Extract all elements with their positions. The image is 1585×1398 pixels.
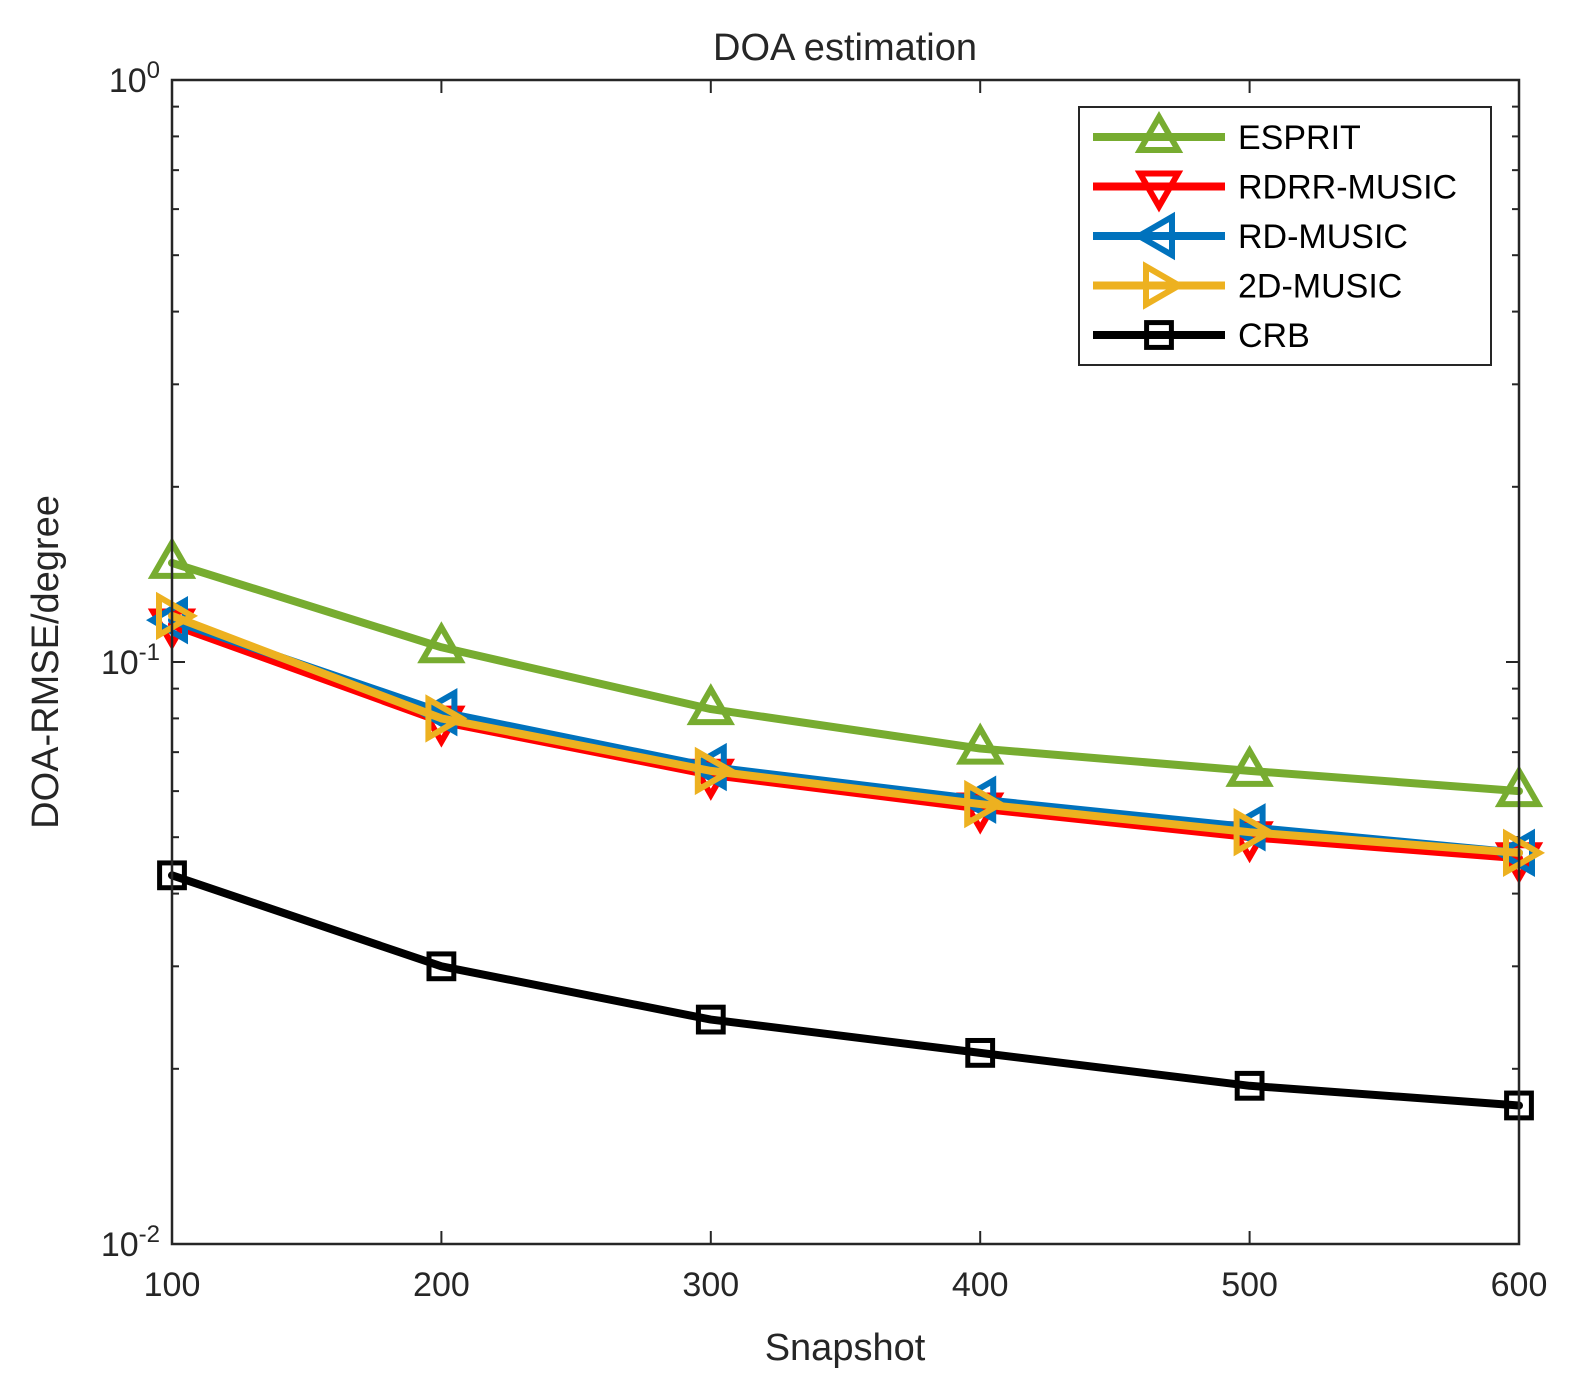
data-point <box>1225 744 1274 787</box>
series-esprit <box>147 536 1544 808</box>
series-line <box>168 558 1523 796</box>
data-point <box>686 683 735 726</box>
data-point <box>695 1004 726 1035</box>
y-tick-label: 10-2 <box>101 1221 160 1264</box>
legend-item-rd-music: RD-MUSIC <box>1093 211 1408 261</box>
x-tick-label: 100 <box>144 1266 201 1304</box>
data-point <box>965 1037 996 1068</box>
data-point <box>1503 828 1546 878</box>
tick-labels: 100 200 300 400 500 600 10-2 10-1 100 <box>101 57 1548 1304</box>
data-point <box>426 951 457 982</box>
series-layer <box>145 536 1546 1121</box>
x-axis-label: Snapshot <box>765 1327 926 1369</box>
x-tick-label: 500 <box>1221 1266 1278 1304</box>
data-point <box>425 694 468 743</box>
x-tick-label: 300 <box>682 1266 739 1304</box>
legend-marker <box>1132 211 1175 261</box>
x-tick-label: 600 <box>1491 1266 1548 1304</box>
series-line <box>168 611 1523 857</box>
x-tick-label: 400 <box>952 1266 1009 1304</box>
legend-label: ESPRIT <box>1238 119 1361 157</box>
axes-box <box>170 78 1521 1246</box>
data-point <box>417 621 466 664</box>
chart-title: DOA estimation <box>713 27 977 69</box>
legend-label: 2D-MUSIC <box>1238 268 1402 306</box>
y-axis-label: DOA-RMSE/degree <box>25 495 67 829</box>
data-point <box>1234 1070 1265 1101</box>
legend-item-crb: CRB <box>1093 317 1310 355</box>
legend-item-esprit: ESPRIT <box>1093 110 1361 157</box>
series-line <box>168 871 1523 1110</box>
legend-marker <box>1143 261 1186 310</box>
series-line <box>168 616 1523 857</box>
legend-item-rdrr-music: RDRR-MUSIC <box>1093 169 1457 213</box>
data-point <box>1492 828 1535 878</box>
legend-label: RDRR-MUSIC <box>1238 169 1457 207</box>
data-point <box>956 722 1005 765</box>
legend-item-2d-music: 2D-MUSIC <box>1093 261 1402 310</box>
data-point <box>156 591 199 641</box>
legend-label: RD-MUSIC <box>1238 218 1408 256</box>
x-tick-label: 200 <box>413 1266 470 1304</box>
data-point <box>964 779 1007 829</box>
legend-marker <box>1134 170 1184 213</box>
data-point <box>1233 808 1276 857</box>
legend-label: CRB <box>1238 317 1310 355</box>
data-point <box>694 746 737 796</box>
y-tick-label: 100 <box>109 57 160 100</box>
legend: ESPRIT RDRR-MUSIC RD-MUSIC 2D-MUSIC CRB <box>1078 106 1492 366</box>
legend-marker <box>1144 320 1174 350</box>
legend-marker <box>1134 110 1184 153</box>
series-2d-music <box>156 591 1546 878</box>
y-tick-label: 10-1 <box>101 639 160 682</box>
